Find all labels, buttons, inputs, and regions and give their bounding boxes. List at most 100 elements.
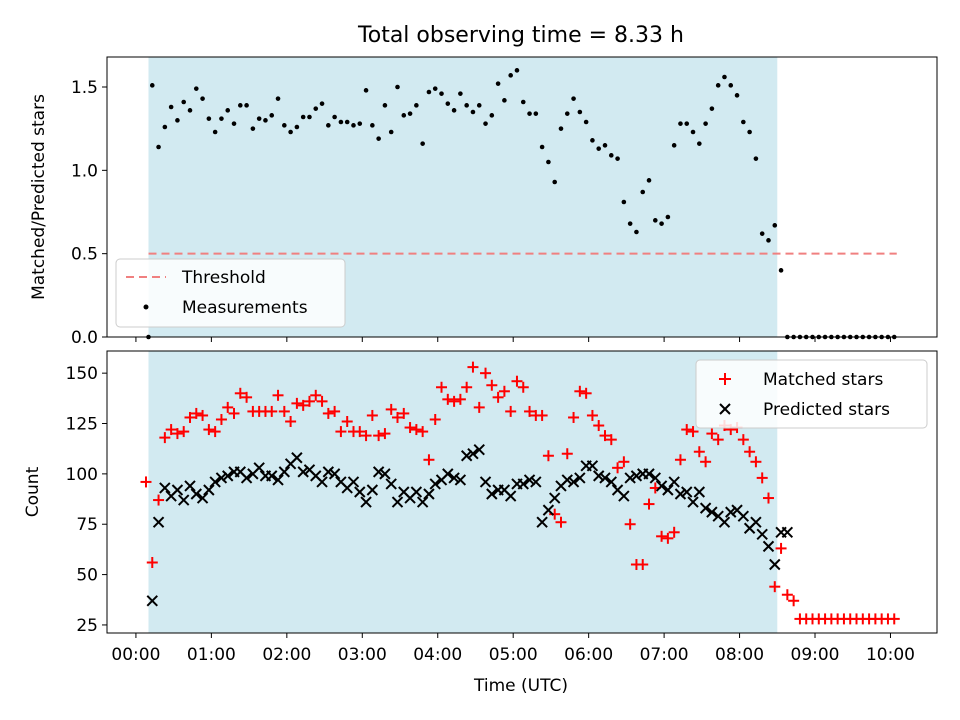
legend-matched-swatch xyxy=(719,373,731,385)
measurement-point xyxy=(659,221,664,226)
measurement-point xyxy=(187,108,193,113)
predicted-star-point xyxy=(291,452,303,464)
matched-star-point xyxy=(385,403,397,415)
measurement-point xyxy=(407,111,413,116)
measurement-point xyxy=(583,119,589,125)
predicted-star-point xyxy=(360,496,372,508)
x-tick-label: 01:00 xyxy=(187,645,236,665)
bottom-y-axis: 25 50 75 100 125 150 xyxy=(66,364,107,636)
measurement-point xyxy=(640,189,646,195)
matched-star-point xyxy=(153,494,165,506)
measurement-point xyxy=(741,119,746,125)
predicted-star-point xyxy=(567,476,580,488)
matched-star-point xyxy=(888,613,900,625)
matched-star-point xyxy=(467,361,479,373)
matched-star-point xyxy=(624,518,636,530)
measurement-point xyxy=(382,103,388,108)
measurement-point xyxy=(206,116,212,121)
legend-measurements-swatch xyxy=(143,304,149,310)
measurement-point xyxy=(212,129,218,135)
predicted-stars-points xyxy=(146,443,794,607)
measurement-point xyxy=(596,146,602,151)
measurement-point xyxy=(414,103,419,108)
predicted-star-point xyxy=(681,486,693,498)
predicted-star-point xyxy=(391,496,404,508)
measurement-point xyxy=(313,106,319,111)
predicted-star-point xyxy=(184,480,196,492)
predicted-star-point xyxy=(618,490,630,502)
measurement-point xyxy=(344,119,350,125)
measurement-point xyxy=(734,93,740,98)
top-plot-frame xyxy=(106,56,938,338)
matched-star-point xyxy=(700,456,712,468)
matched-star-point xyxy=(190,407,202,419)
measurement-point xyxy=(244,103,249,108)
predicted-star-point xyxy=(347,476,360,488)
measurement-point xyxy=(294,124,300,130)
matched-stars-points xyxy=(140,361,900,625)
predicted-star-point xyxy=(203,484,215,496)
measurement-point xyxy=(269,113,275,118)
measurement-point xyxy=(149,83,155,88)
predicted-star-point xyxy=(662,484,674,496)
predicted-star-point xyxy=(605,476,617,488)
predicted-star-point xyxy=(372,466,385,478)
top-y-tick-label: 1.5 xyxy=(71,78,98,98)
measurement-point xyxy=(388,129,394,135)
predicted-star-point xyxy=(152,516,165,528)
measurement-point xyxy=(602,143,608,148)
measurement-point xyxy=(401,113,407,118)
predicted-star-point xyxy=(706,506,718,518)
predicted-star-point xyxy=(548,492,561,504)
matched-star-point xyxy=(769,581,781,593)
predicted-star-point xyxy=(504,490,517,502)
measurement-point xyxy=(571,96,576,101)
predicted-star-point xyxy=(146,595,158,607)
predicted-star-point xyxy=(523,474,536,486)
matched-star-point xyxy=(737,434,749,446)
predicted-star-point xyxy=(454,474,467,486)
predicted-star-point xyxy=(517,478,529,490)
measurement-point xyxy=(514,68,520,73)
predicted-star-point xyxy=(769,558,781,571)
measurement-point xyxy=(263,118,268,123)
bottom-legend: Matched stars Predicted stars xyxy=(695,359,928,429)
matched-star-point xyxy=(335,426,347,438)
matched-star-point xyxy=(561,448,573,460)
measurement-point xyxy=(577,109,583,115)
matched-star-point xyxy=(417,426,429,438)
predicted-star-point xyxy=(423,488,435,500)
predicted-star-point xyxy=(297,466,309,478)
matched-star-point xyxy=(461,381,473,393)
measurement-point xyxy=(451,108,457,113)
bottom-y-tick-label: 50 xyxy=(76,566,98,586)
measurement-point xyxy=(552,179,557,185)
measurement-point xyxy=(634,229,639,235)
measurement-point xyxy=(470,109,476,115)
top-panel: 0.0 0.5 1.0 1.5 Matched/Predicted stars Thr… xyxy=(29,56,938,348)
bottom-y-tick-label: 150 xyxy=(66,364,98,384)
measurement-point xyxy=(483,121,488,126)
matched-star-point xyxy=(360,430,372,442)
predicted-star-point xyxy=(322,466,335,478)
matched-star-point xyxy=(404,422,416,434)
predicted-star-point xyxy=(316,476,328,488)
measurement-point xyxy=(502,98,507,103)
predicted-star-point xyxy=(448,472,460,484)
predicted-star-point xyxy=(781,526,794,538)
x-tick-label: 09:00 xyxy=(791,645,840,665)
measurement-point xyxy=(307,114,312,120)
matched-star-point xyxy=(373,430,385,442)
matched-star-point xyxy=(681,424,693,436)
matched-star-point xyxy=(473,401,485,413)
matched-star-point xyxy=(215,413,227,425)
bottom-y-tick-label: 100 xyxy=(66,465,98,485)
predicted-star-point xyxy=(379,468,391,480)
matched-star-point xyxy=(297,399,309,411)
measurement-point xyxy=(376,136,381,141)
predicted-star-point xyxy=(643,468,655,480)
matched-star-point xyxy=(178,426,190,438)
matched-star-point xyxy=(228,407,240,419)
measurement-point xyxy=(653,218,658,223)
